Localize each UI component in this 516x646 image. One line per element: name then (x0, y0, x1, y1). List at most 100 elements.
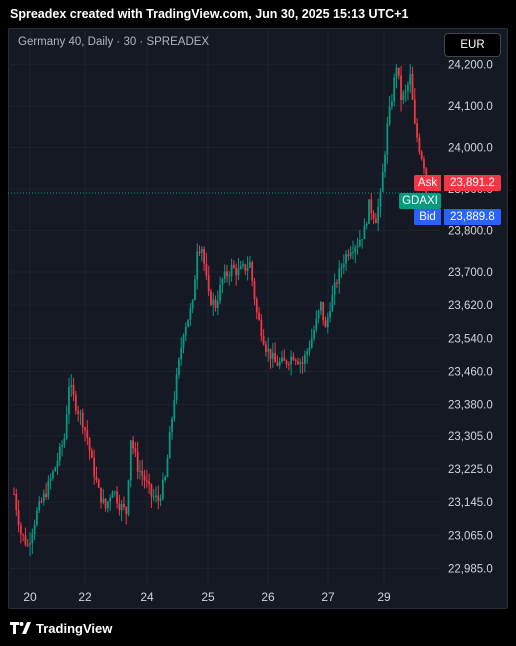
candle-body (68, 386, 70, 415)
candle-body (365, 224, 368, 226)
candle-body (301, 362, 304, 364)
candle-body (372, 213, 375, 219)
candle-body (200, 248, 203, 253)
x-tick-label: 29 (377, 590, 391, 604)
candlestick-chart[interactable]: 22,985.0 23,065.0 23,145.0 23,225.0 23,305.0… (8, 28, 508, 609)
candle-body (244, 264, 247, 271)
candle-body (395, 67, 398, 78)
candle-body (308, 347, 311, 352)
candle-body (205, 263, 208, 276)
currency-button[interactable]: EUR (444, 33, 501, 57)
candle-body (90, 450, 93, 458)
candle-body (347, 254, 350, 257)
candle-body (107, 501, 109, 509)
candle-body (283, 357, 286, 361)
candle-body (159, 498, 162, 501)
candle-body (125, 507, 128, 515)
candle-body (317, 310, 320, 319)
y-tick-label: 23,305.0 (448, 431, 493, 443)
y-tick-label: 23,700.0 (448, 267, 493, 279)
candle-body (253, 280, 256, 300)
x-tick-label: 25 (201, 590, 215, 604)
candle-body (61, 445, 63, 447)
candle-body (88, 438, 91, 451)
candle-body (258, 312, 260, 320)
candle-body (315, 318, 318, 331)
candle-body (145, 480, 148, 482)
candle-body (281, 357, 283, 362)
candle-body (150, 484, 153, 497)
candle-body (358, 240, 361, 247)
candle-body (180, 347, 183, 360)
candle-body (17, 510, 20, 526)
candle-body (336, 282, 338, 284)
candle-body (242, 264, 244, 267)
candle-body (109, 497, 112, 502)
candle-body (15, 493, 18, 511)
candle-body (143, 475, 146, 481)
candle-body (148, 481, 151, 485)
x-tick-label: 24 (140, 590, 154, 604)
candle-body (58, 446, 61, 461)
candle-body (292, 356, 295, 361)
candle-body (381, 171, 384, 192)
candle-body (123, 503, 125, 508)
candle-body (310, 338, 313, 348)
candle-body (141, 471, 144, 476)
candle-body (54, 467, 57, 472)
y-tick-label: 24,200.0 (448, 60, 493, 72)
candle-body (22, 534, 25, 536)
y-tick-label: 24,000.0 (448, 143, 493, 155)
candle-body (113, 491, 116, 493)
candle-body (77, 410, 80, 414)
candle-body (260, 319, 263, 337)
candle-body (191, 300, 194, 309)
candle-body (36, 510, 38, 525)
candle-body (214, 299, 217, 308)
candle-body (333, 282, 336, 295)
y-tick-label: 23,380.0 (448, 400, 493, 412)
candle-body (374, 218, 377, 224)
candle-body (194, 279, 196, 301)
grid-layer (8, 28, 440, 585)
bid-label: Bid (414, 209, 441, 225)
candle-body (420, 151, 423, 160)
candle-body (127, 480, 130, 515)
candle-body (329, 311, 331, 318)
y-tick-label: 23,065.0 (448, 530, 493, 542)
candle-body (26, 544, 29, 546)
x-tick-label: 22 (78, 590, 92, 604)
candle-body (267, 348, 270, 352)
candle-body (404, 91, 407, 93)
candle-body (63, 438, 66, 446)
candle-body (251, 262, 254, 281)
tradingview-footer[interactable]: TradingView (10, 618, 112, 638)
candle-body (219, 284, 222, 302)
candle-body (56, 460, 59, 468)
bid-price-tag: 23,889.8 (444, 209, 501, 225)
candle-body (74, 394, 77, 411)
candle-body (40, 501, 43, 503)
candle-body (33, 524, 36, 534)
candle-body (409, 73, 412, 85)
candle-body (52, 471, 54, 479)
candle-body (157, 495, 160, 501)
candle-body (93, 457, 96, 477)
candle-body (136, 452, 139, 472)
candle-body (285, 360, 288, 365)
candle-body (297, 361, 299, 364)
candle-body (207, 275, 210, 292)
brand-label: TradingView (36, 620, 113, 636)
y-tick-label: 23,540.0 (448, 333, 493, 345)
candle-body (84, 427, 86, 431)
candle-body (104, 498, 107, 509)
candle-body (345, 254, 347, 264)
candle-body (228, 275, 231, 277)
x-tick-label: 27 (321, 590, 335, 604)
candle-body (274, 352, 276, 363)
symbol-price-label: GDAXI (399, 193, 441, 209)
candle-body (212, 299, 215, 305)
candle-body (187, 319, 189, 327)
candle-body (363, 225, 366, 240)
candle-body (29, 542, 31, 545)
